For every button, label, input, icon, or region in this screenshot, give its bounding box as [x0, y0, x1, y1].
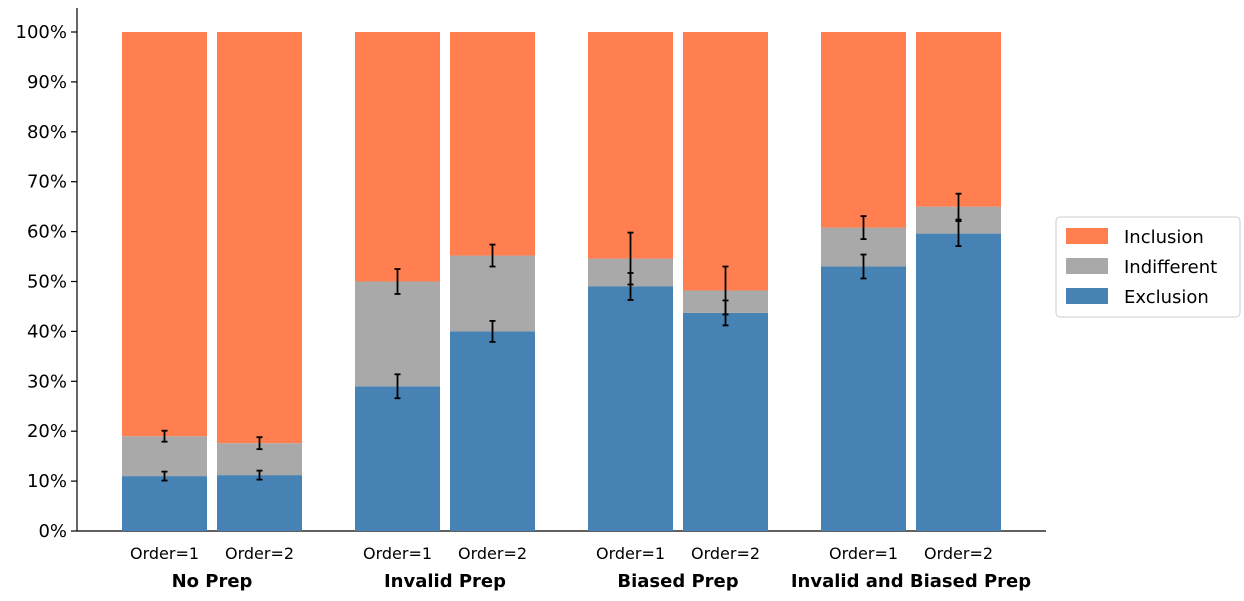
bar-segment-inclusion	[355, 32, 440, 282]
y-tick-label: 100%	[16, 22, 67, 43]
x-group-label: Biased Prep	[617, 571, 738, 592]
error-bar-exclusion	[161, 470, 168, 482]
y-tick-label: 60%	[27, 222, 67, 243]
bar-segment-indifferent	[450, 255, 535, 332]
legend-label-indifferent: Indifferent	[1124, 257, 1217, 278]
bar-segment-inclusion	[683, 32, 768, 291]
bar-segment-exclusion	[588, 286, 673, 531]
error-bar-indifferent	[489, 243, 496, 268]
error-bar-indifferent	[627, 231, 634, 286]
x-group-label: Invalid Prep	[384, 571, 506, 592]
bar-segment-exclusion	[122, 476, 207, 531]
bar-segment-exclusion	[821, 266, 906, 531]
error-bar-exclusion	[860, 253, 867, 280]
x-tick-label-order: Order=1	[829, 544, 898, 563]
x-tick-label-order: Order=2	[924, 544, 993, 563]
x-tick-label-order: Order=1	[596, 544, 665, 563]
x-tick-label-order: Order=2	[691, 544, 760, 563]
bar-segment-inclusion	[450, 32, 535, 256]
bar-segment-exclusion	[450, 331, 535, 531]
y-tick-label: 50%	[27, 272, 67, 293]
y-tick-label: 80%	[27, 122, 67, 143]
error-bar-indifferent	[860, 215, 867, 240]
x-tick-label-order: Order=1	[130, 544, 199, 563]
legend-swatch-inclusion	[1066, 228, 1108, 244]
bar-segment-inclusion	[217, 32, 302, 444]
error-bar-indifferent	[955, 192, 962, 221]
legend-swatch-exclusion	[1066, 288, 1108, 304]
y-tick-label: 40%	[27, 321, 67, 342]
x-group-label: No Prep	[172, 571, 253, 592]
bar-segment-inclusion	[916, 32, 1001, 207]
legend: Inclusion Indifferent Exclusion	[1055, 216, 1241, 318]
legend-label-exclusion: Exclusion	[1124, 287, 1209, 308]
error-bar-exclusion	[394, 373, 401, 400]
error-bar-indifferent	[722, 265, 729, 316]
bar-segment-exclusion	[355, 386, 440, 531]
bar-segment-exclusion	[683, 312, 768, 531]
bar-segment-indifferent	[355, 281, 440, 387]
legend-label-inclusion: Inclusion	[1124, 227, 1204, 248]
bar-segment-inclusion	[122, 32, 207, 437]
bar-segment-inclusion	[821, 32, 906, 228]
x-tick-label-order: Order=2	[225, 544, 294, 563]
y-tick-label: 10%	[27, 471, 67, 492]
error-bar-exclusion	[256, 469, 263, 481]
error-bar-indifferent	[161, 429, 168, 443]
y-tick-label: 0%	[38, 521, 67, 542]
x-tick-label-order: Order=2	[458, 544, 527, 563]
x-tick-label-order: Order=1	[363, 544, 432, 563]
error-bar-exclusion	[955, 220, 962, 247]
y-tick-label: 30%	[27, 371, 67, 392]
bar-segment-exclusion	[916, 233, 1001, 531]
bar-segment-indifferent	[122, 436, 207, 477]
legend-swatch-indifferent	[1066, 258, 1108, 274]
error-bar-exclusion	[489, 320, 496, 343]
bar-segment-exclusion	[217, 475, 302, 531]
y-tick-label: 90%	[27, 72, 67, 93]
x-group-label: Invalid and Biased Prep	[791, 571, 1031, 592]
y-tick-label: 20%	[27, 421, 67, 442]
error-bar-indifferent	[394, 268, 401, 295]
bar-segment-inclusion	[588, 32, 673, 259]
error-bar-indifferent	[256, 436, 263, 451]
y-tick-label: 70%	[27, 172, 67, 193]
